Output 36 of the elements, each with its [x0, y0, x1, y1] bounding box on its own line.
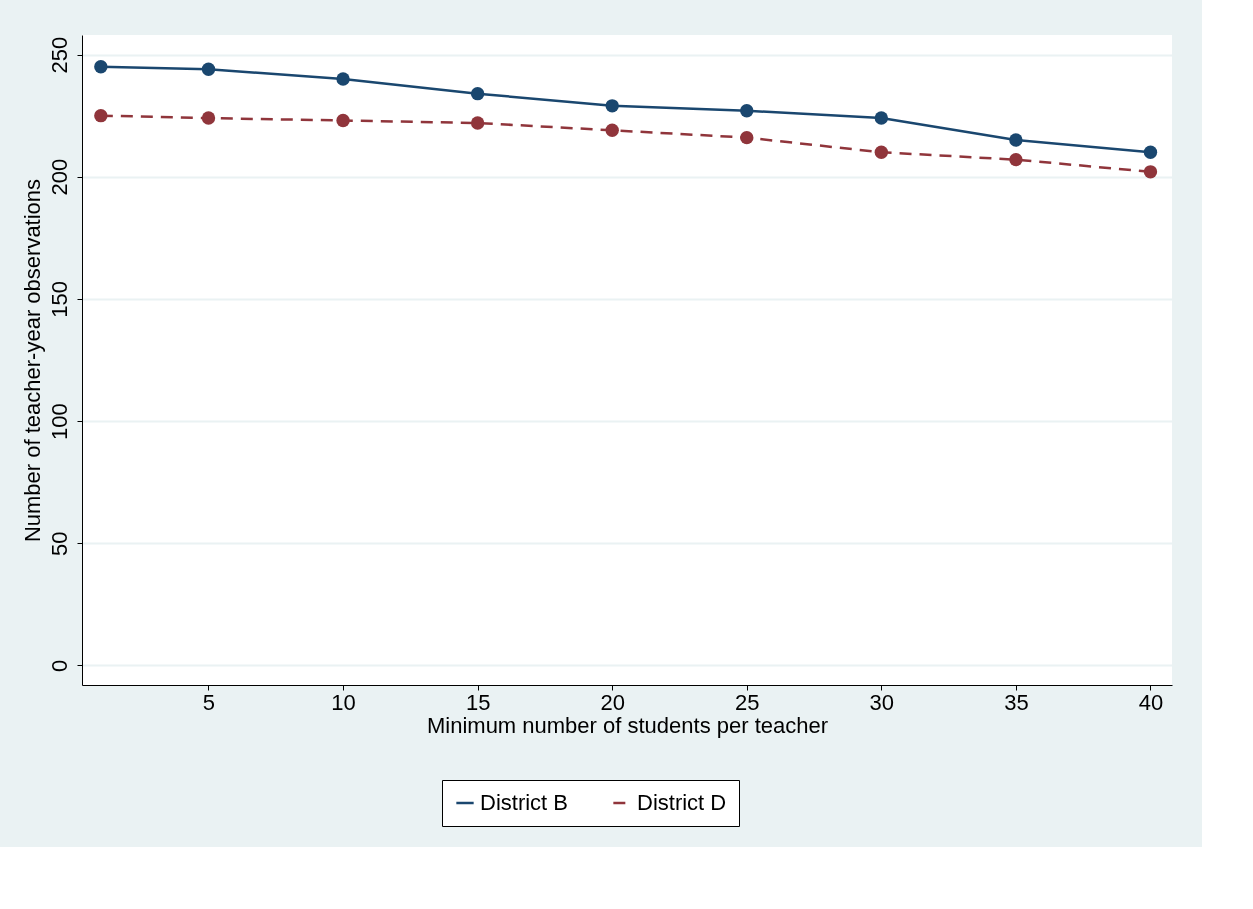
legend-label: District B	[480, 790, 568, 815]
x-tick-label: 5	[202, 689, 216, 715]
point	[1009, 133, 1023, 147]
point	[336, 72, 350, 86]
point	[740, 130, 754, 145]
y-axis-title: Number of teacher-year observations	[19, 178, 45, 543]
point	[605, 123, 619, 137]
point	[605, 99, 619, 113]
point	[740, 104, 754, 118]
point	[94, 108, 108, 123]
point	[874, 145, 889, 159]
point	[470, 116, 485, 130]
x-axis-title: Minimum number of students per teacher	[426, 712, 829, 738]
point	[1143, 145, 1158, 159]
point	[201, 62, 216, 76]
y-tick-label: 200	[46, 158, 72, 196]
y-tick-label: 0	[46, 659, 72, 673]
y-tick-label: 50	[46, 531, 72, 557]
x-tick-label: 20	[600, 689, 625, 715]
y-tick-label: 250	[46, 36, 72, 74]
x-tick-label: 25	[735, 689, 760, 715]
y-tick-label: 100	[46, 403, 72, 440]
x-tick-label: 40	[1138, 689, 1164, 715]
point	[201, 111, 216, 125]
x-tick-label: 35	[1004, 689, 1029, 715]
point	[470, 86, 485, 101]
y-tick-label: 150	[46, 281, 72, 318]
point	[336, 113, 350, 128]
legend-label: District D	[637, 790, 727, 815]
point	[1143, 165, 1158, 179]
x-tick-label: 15	[465, 689, 491, 715]
x-tick-label: 30	[869, 689, 895, 715]
x-tick-label: 10	[331, 689, 356, 715]
point	[1009, 152, 1023, 167]
point	[874, 111, 889, 125]
point	[94, 60, 108, 74]
